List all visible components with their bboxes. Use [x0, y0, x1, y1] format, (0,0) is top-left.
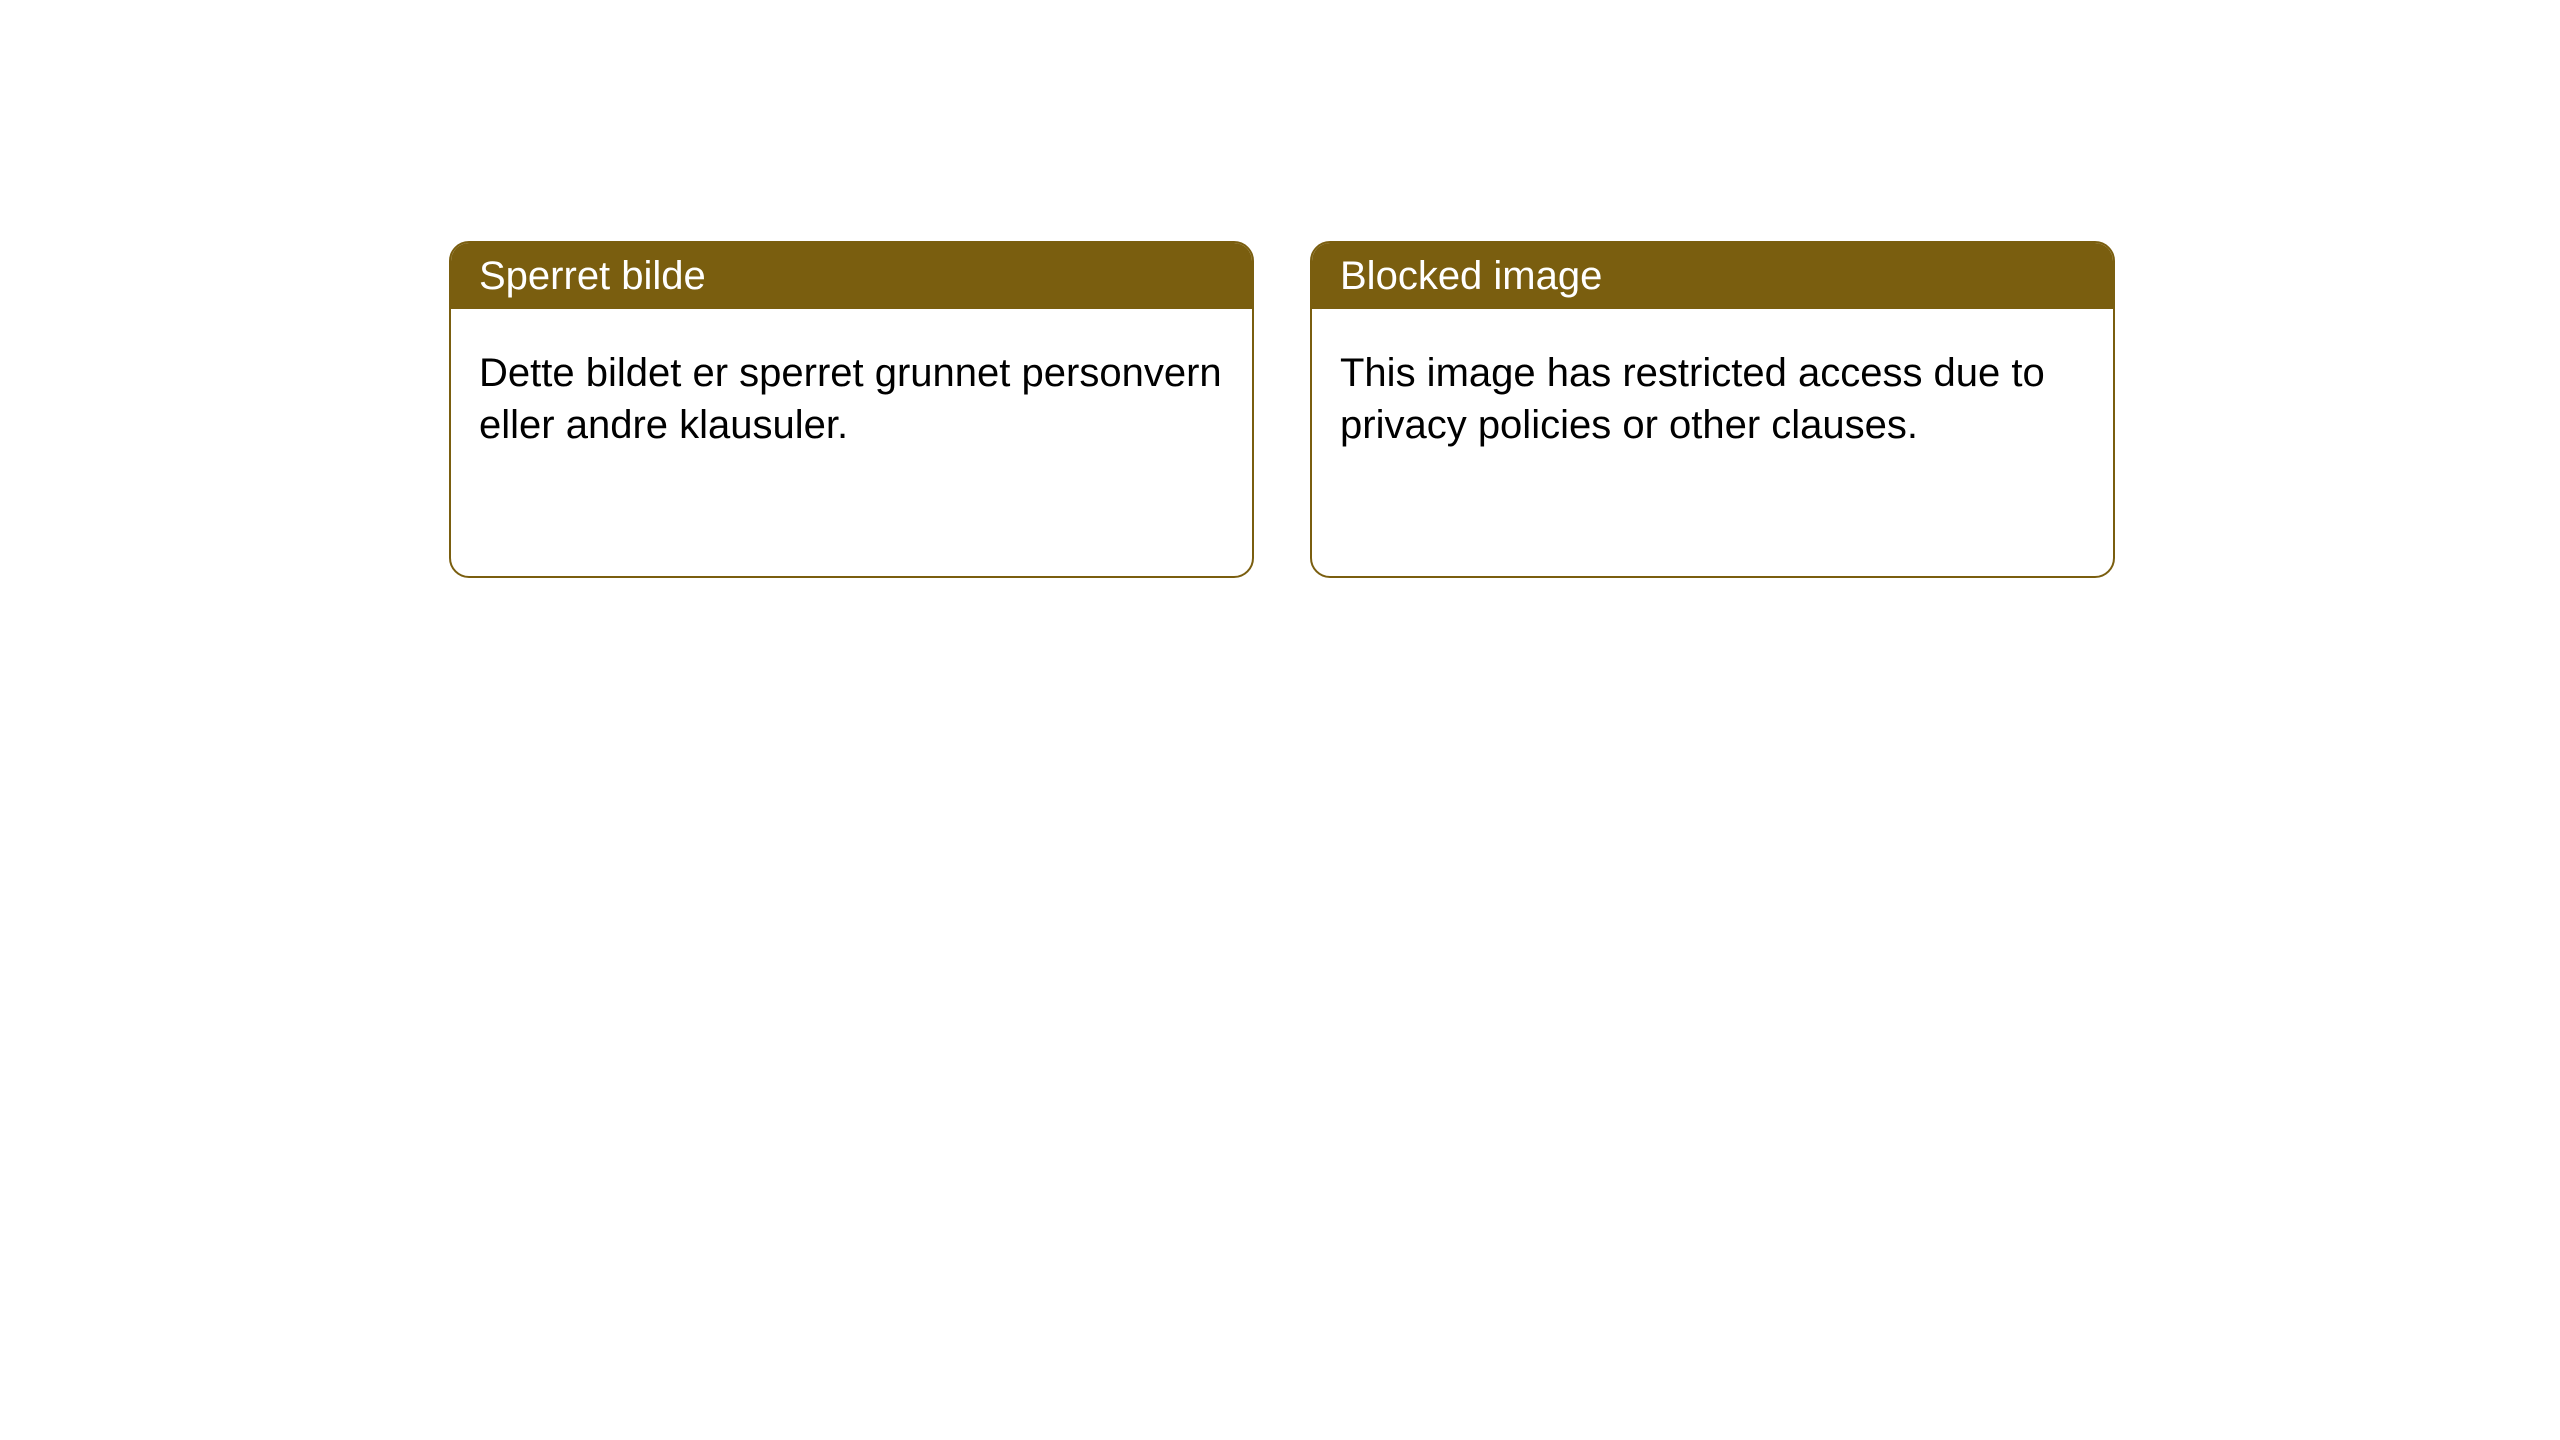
notice-header: Blocked image [1312, 243, 2113, 309]
notice-body: Dette bildet er sperret grunnet personve… [451, 309, 1252, 479]
notice-body-text: This image has restricted access due to … [1340, 351, 2045, 447]
notice-title: Sperret bilde [479, 254, 706, 298]
notice-card-english: Blocked image This image has restricted … [1310, 241, 2115, 578]
notice-card-norwegian: Sperret bilde Dette bildet er sperret gr… [449, 241, 1254, 578]
notice-title: Blocked image [1340, 254, 1602, 298]
notice-header: Sperret bilde [451, 243, 1252, 309]
notice-body: This image has restricted access due to … [1312, 309, 2113, 479]
notice-container: Sperret bilde Dette bildet er sperret gr… [0, 0, 2560, 578]
notice-body-text: Dette bildet er sperret grunnet personve… [479, 351, 1222, 447]
